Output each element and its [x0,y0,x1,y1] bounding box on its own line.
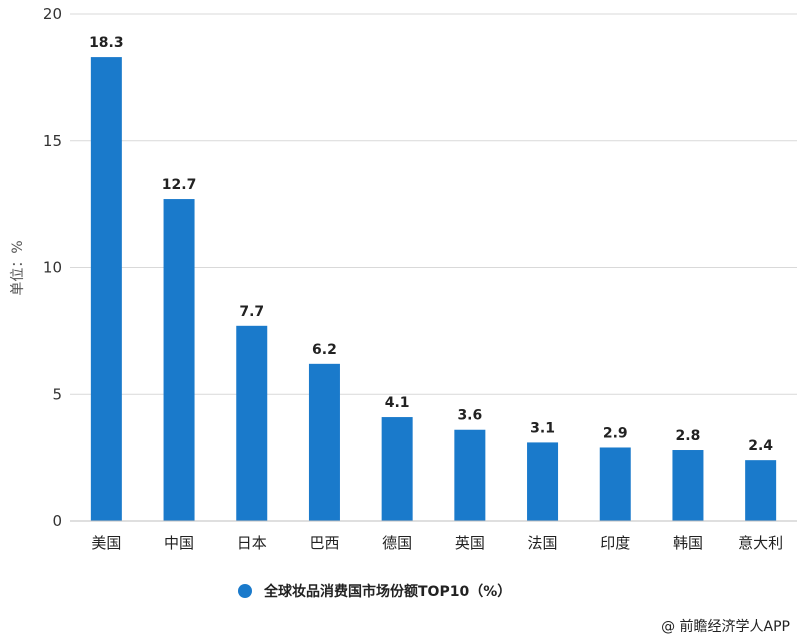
category-label: 日本 [237,534,267,552]
legend-marker [238,584,252,598]
data-label: 2.4 [748,438,773,454]
category-label: 英国 [455,534,485,552]
bar [527,442,559,521]
data-label: 3.1 [530,420,555,436]
source-credit: @ 前瞻经济学人APP [661,618,790,635]
data-label: 4.1 [385,395,410,411]
legend: 全球妆品消费国市场份额TOP10（%） [238,583,511,600]
bar [163,199,195,521]
bar [381,417,413,521]
legend-label: 全球妆品消费国市场份额TOP10（%） [263,583,511,600]
y-axis-ticks: 0 5 10 15 20 [43,5,62,530]
category-label: 美国 [91,534,121,552]
data-label: 7.7 [239,304,264,320]
data-label: 2.9 [603,425,628,441]
bar [599,447,631,521]
bar [454,429,486,521]
data-label: 6.2 [312,342,337,358]
data-label: 18.3 [89,35,124,51]
bar [308,363,340,521]
category-label: 意大利 [738,534,783,552]
y-tick-label: 5 [52,385,62,403]
bars [90,57,777,521]
category-label: 德国 [382,534,412,552]
category-label: 韩国 [673,534,703,552]
y-tick-label: 0 [52,512,62,530]
y-tick-label: 10 [43,259,62,277]
data-label: 12.7 [162,177,197,193]
category-label: 印度 [600,534,630,552]
category-label: 中国 [164,534,194,552]
bar [236,325,268,521]
y-tick-label: 15 [43,132,62,150]
bar [745,460,777,521]
y-axis-label: 单位：% [10,240,26,295]
bar [90,57,122,521]
y-tick-label: 20 [43,5,62,23]
bar [672,450,704,521]
category-label: 法国 [528,534,558,552]
data-label: 2.8 [676,428,701,444]
category-label: 巴西 [309,534,339,552]
data-label: 3.6 [457,408,482,424]
x-axis-categories: 美国 中国 日本 巴西 德国 英国 法国 印度 韩国 意大利 [91,534,783,552]
data-labels: 18.3 12.7 7.7 6.2 4.1 3.6 3.1 2.9 2.8 2.4 [89,35,773,454]
